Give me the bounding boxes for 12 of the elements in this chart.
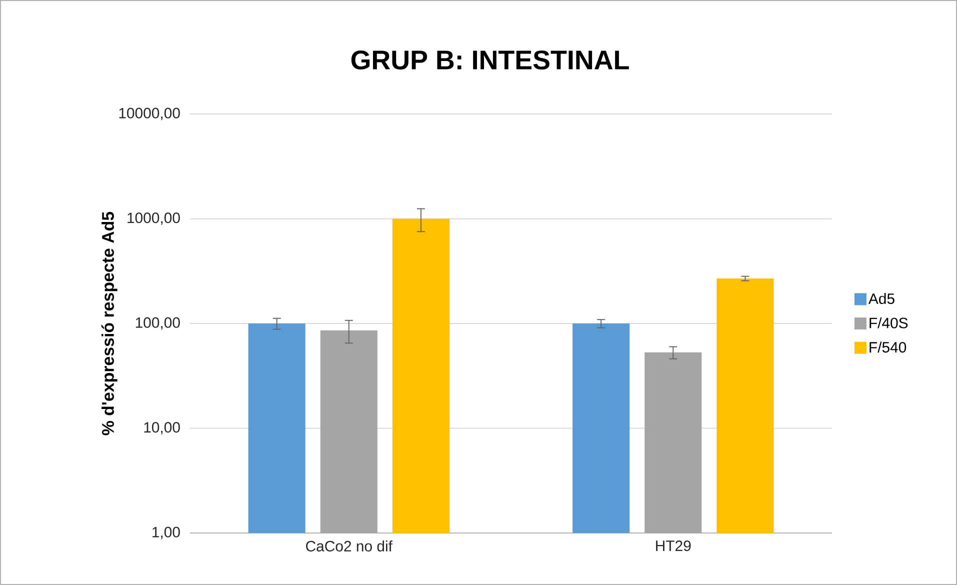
legend-label: F/540 — [870, 342, 906, 353]
x-tick-label: HT29 — [656, 540, 691, 552]
chart-title: GRUP B: INTESTINAL — [351, 50, 629, 70]
y-tick-label: 1000,00 — [128, 212, 180, 225]
y-tick-label: 10000,00 — [119, 108, 180, 120]
y-tick-label: 1,00 — [152, 526, 180, 540]
legend-label: Ad5 — [868, 293, 894, 304]
y-axis-title: % d'expressió respecte Ad5 — [101, 212, 118, 436]
y-tick-label: 10,00 — [144, 422, 180, 434]
legend-label: F/40S — [870, 317, 908, 328]
x-tick-label: CaCo2 no dif — [306, 540, 392, 552]
y-tick-label: 100,00 — [136, 317, 180, 330]
